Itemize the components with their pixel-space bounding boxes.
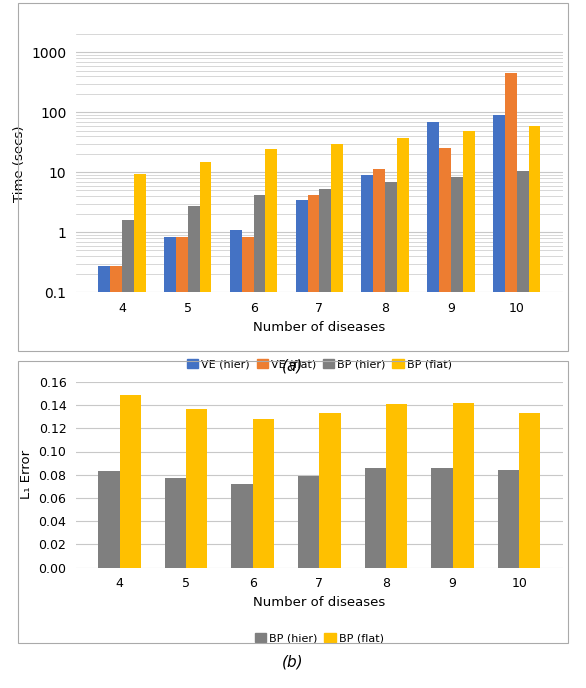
Bar [253,419,274,568]
Bar [110,266,122,688]
Bar [498,470,519,568]
Bar [385,182,397,688]
Bar [319,189,331,688]
Bar [98,266,110,688]
Bar [505,73,517,688]
Bar [254,195,265,688]
Bar [296,200,308,688]
Bar [231,484,253,568]
Bar [373,169,385,688]
X-axis label: Number of diseases: Number of diseases [253,321,386,334]
Bar [463,131,475,688]
Y-axis label: L₁ Error: L₁ Error [20,450,33,499]
Bar [427,122,439,688]
Bar [319,413,340,568]
Bar [134,174,146,688]
Bar [452,402,474,568]
Bar [362,175,373,688]
Bar [439,147,451,688]
Bar [265,149,277,688]
Bar [176,237,188,688]
Bar [122,220,134,688]
Bar [98,471,120,568]
Text: (a): (a) [282,358,304,374]
Bar [165,478,186,568]
Legend: BP (hier), BP (flat): BP (hier), BP (flat) [250,629,389,648]
Bar [397,138,409,688]
Bar [186,409,207,568]
Bar [386,404,407,568]
Y-axis label: Time (secs): Time (secs) [13,125,26,202]
Bar [451,177,463,688]
Bar [364,468,386,568]
Bar [188,206,200,688]
Bar [519,413,540,568]
Bar [308,195,319,688]
Bar [230,230,242,688]
Bar [200,162,212,688]
Bar [164,237,176,688]
Bar [298,476,319,568]
Bar [529,126,540,688]
Bar [431,468,452,568]
Bar [493,115,505,688]
X-axis label: Number of diseases: Number of diseases [253,596,386,609]
Bar [331,144,343,688]
Bar [120,395,141,568]
Text: (b): (b) [282,654,304,669]
Bar [242,237,254,688]
Legend: VE (hier), VE (flat), BP (hier), BP (flat): VE (hier), VE (flat), BP (hier), BP (fla… [182,355,456,374]
Bar [517,171,529,688]
